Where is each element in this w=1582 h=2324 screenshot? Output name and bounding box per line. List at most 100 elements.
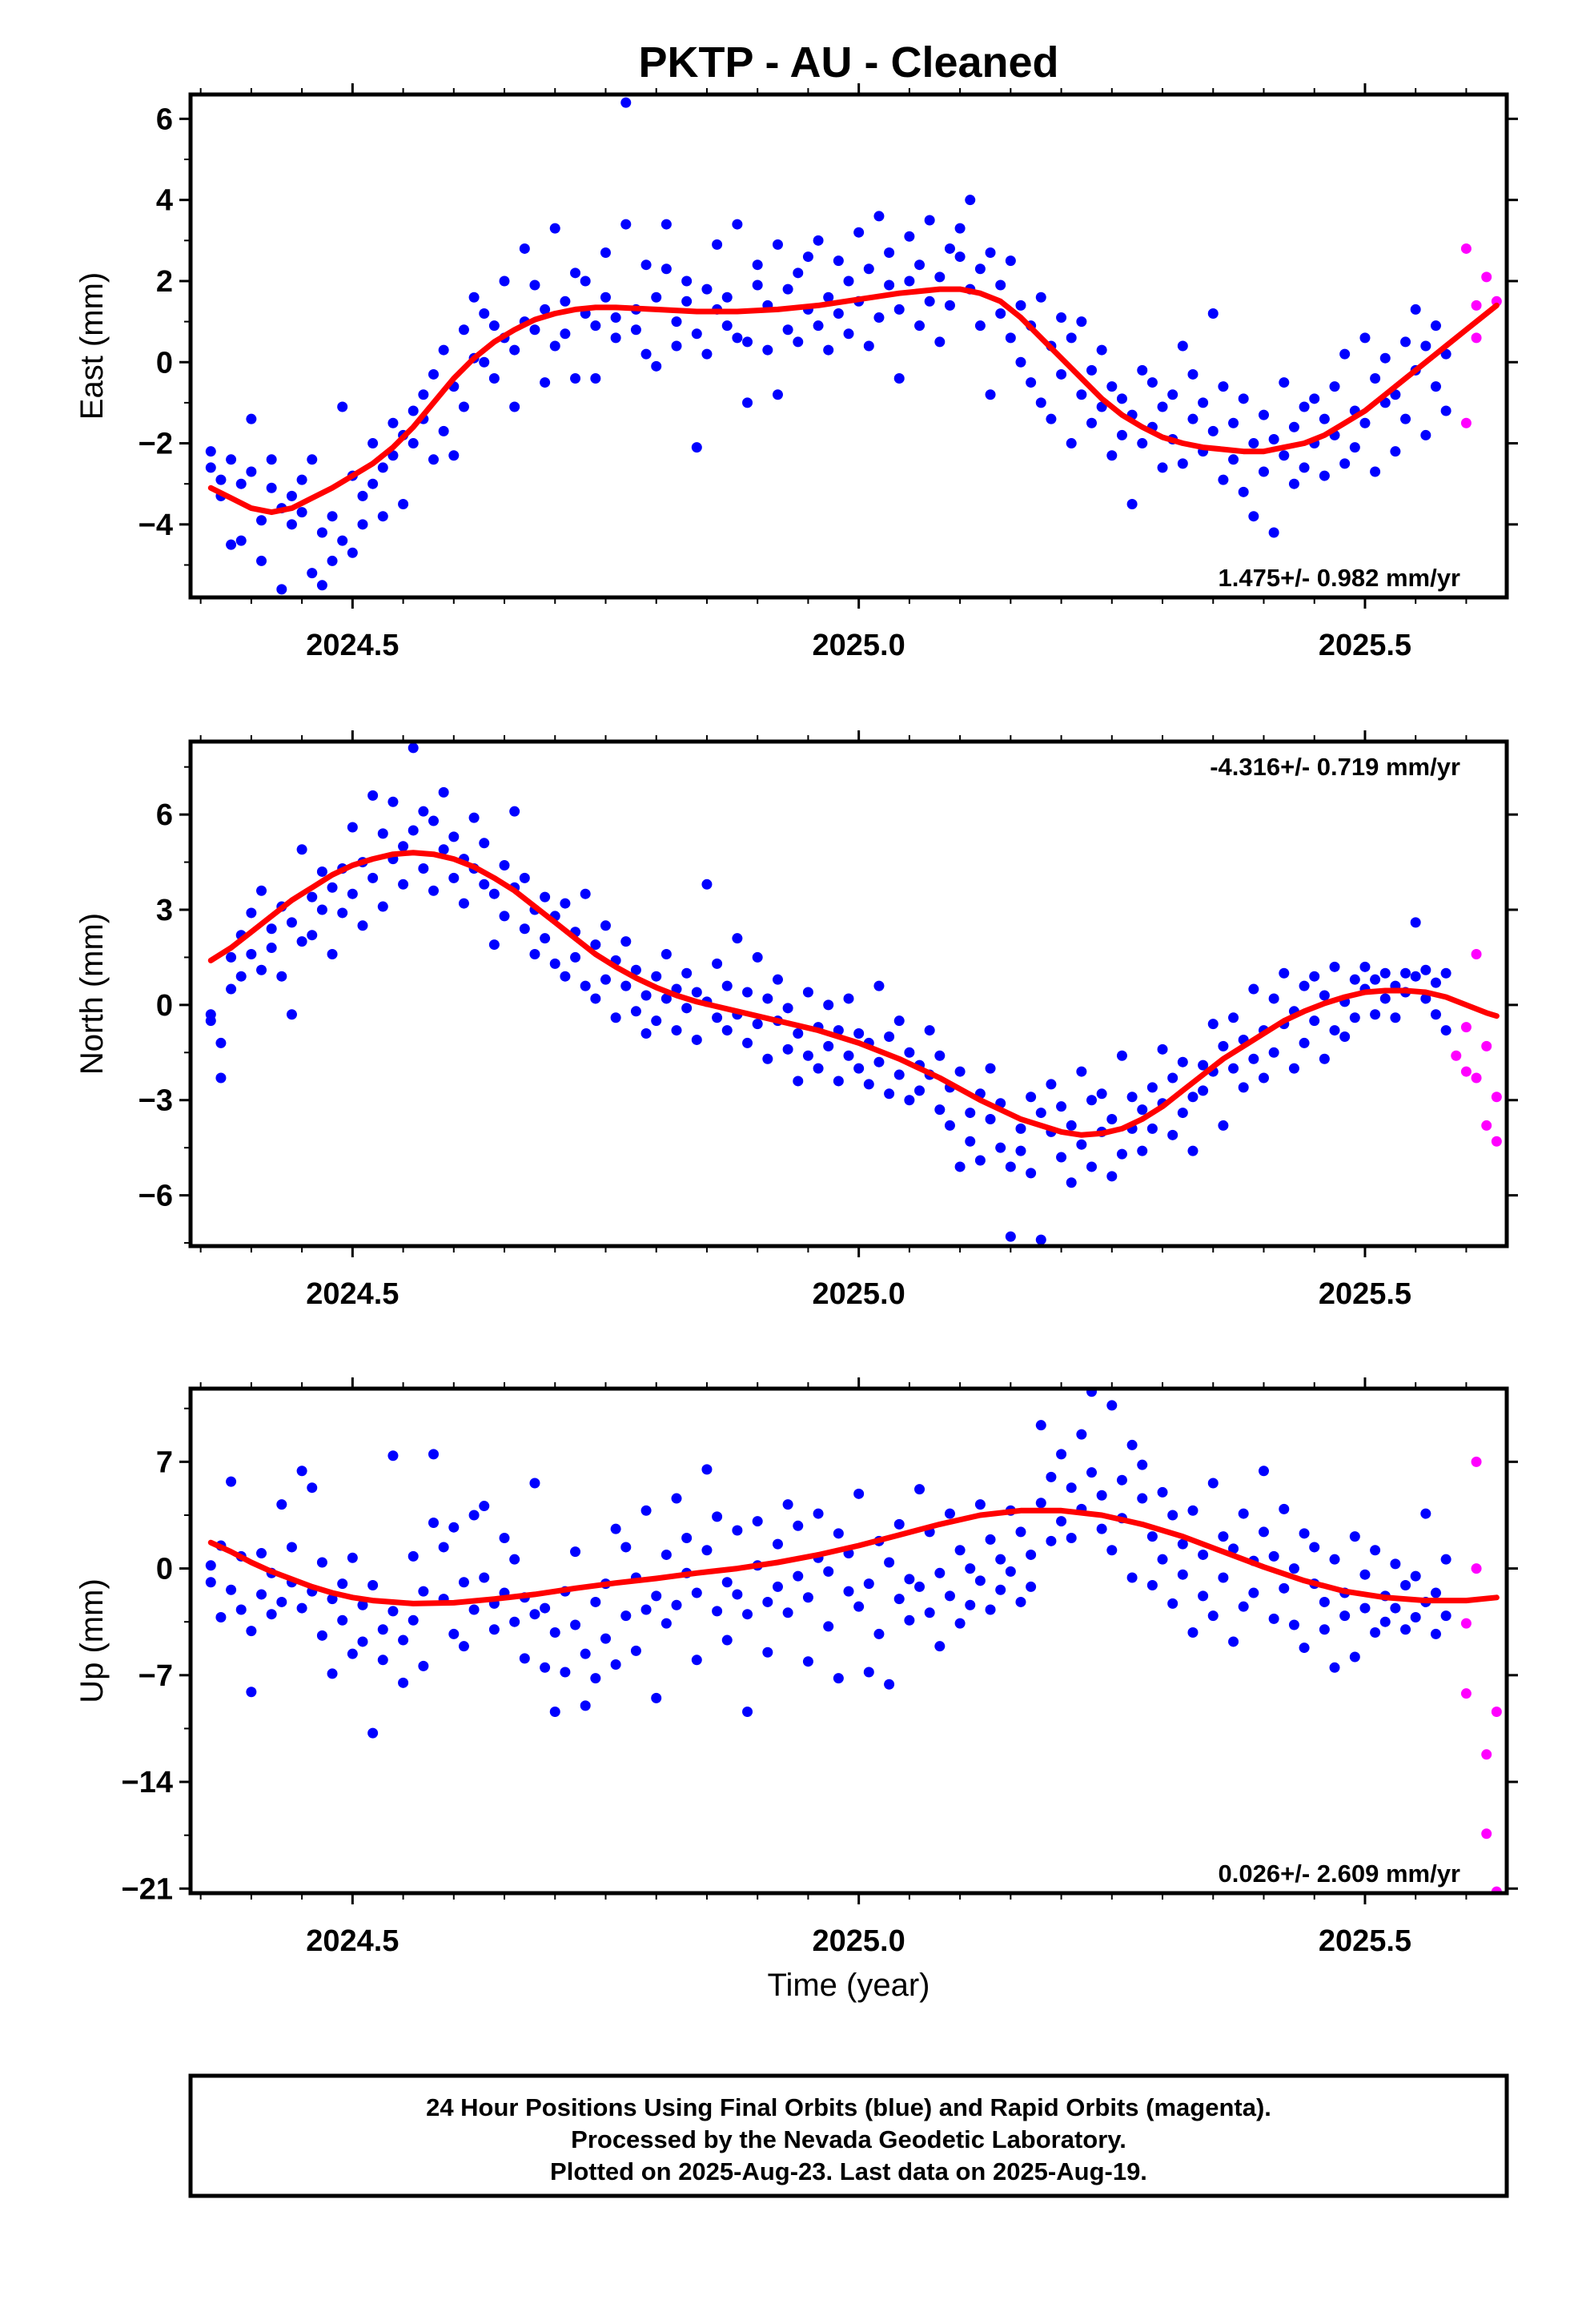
east-final-point xyxy=(246,413,257,424)
north-final-point xyxy=(438,786,449,798)
north-final-point xyxy=(1076,1066,1087,1077)
north-final-point xyxy=(1390,1012,1401,1023)
up-final-point xyxy=(904,1614,915,1626)
up-final-point xyxy=(833,1673,844,1684)
east-final-point xyxy=(357,519,368,530)
up-final-point xyxy=(1157,1486,1168,1498)
up-final-point xyxy=(954,1545,966,1556)
x-axis-title: Time (year) xyxy=(768,1968,930,2003)
up-final-point xyxy=(1279,1503,1290,1514)
east-final-point xyxy=(1288,421,1299,432)
north-final-point xyxy=(367,790,379,801)
east-final-point xyxy=(448,450,460,461)
up-final-point xyxy=(1288,1619,1299,1630)
east-xtick-label: 2025.5 xyxy=(1319,629,1411,662)
up-ytick-label: −21 xyxy=(122,1872,173,1906)
east-final-point xyxy=(1167,389,1178,400)
north-final-point xyxy=(235,971,247,982)
east-final-point xyxy=(438,344,449,356)
north-final-point xyxy=(974,1155,986,1166)
east-final-point xyxy=(1309,393,1320,404)
up-final-point xyxy=(752,1516,763,1527)
east-final-point xyxy=(985,247,996,259)
north-final-point xyxy=(1035,1234,1046,1245)
north-final-point xyxy=(762,1053,773,1064)
east-rate-label: 1.475+/- 0.982 mm/yr xyxy=(1219,564,1460,592)
north-final-point xyxy=(924,1025,935,1036)
east-final-point xyxy=(509,344,520,356)
north-final-point xyxy=(1299,980,1310,991)
east-final-point xyxy=(691,328,702,340)
north-final-point xyxy=(1268,1047,1279,1058)
up-final-point xyxy=(1167,1510,1178,1521)
east-final-point xyxy=(1430,320,1441,332)
east-final-point xyxy=(873,312,885,324)
east-final-point xyxy=(1026,377,1037,388)
north-final-point xyxy=(1329,961,1340,972)
north-final-point xyxy=(519,923,530,935)
north-final-point xyxy=(752,1019,763,1030)
up-rapid-point xyxy=(1481,1749,1492,1760)
up-final-point xyxy=(610,1523,621,1534)
east-final-point xyxy=(965,195,976,206)
up-final-point xyxy=(1167,1598,1178,1609)
up-final-point xyxy=(772,1538,783,1550)
up-final-point xyxy=(640,1604,652,1615)
north-final-point xyxy=(479,879,490,890)
east-final-point xyxy=(1015,300,1026,311)
north-final-point xyxy=(661,948,672,959)
north-final-point xyxy=(398,879,409,890)
north-final-point xyxy=(873,1056,885,1068)
east-final-point xyxy=(1066,332,1077,344)
north-final-point xyxy=(1015,1123,1026,1134)
east-final-point xyxy=(205,446,216,457)
up-final-point xyxy=(215,1611,227,1622)
east-final-point xyxy=(1146,377,1158,388)
east-final-point xyxy=(488,373,500,384)
up-final-point xyxy=(1370,1545,1381,1556)
east-final-point xyxy=(418,389,429,400)
north-final-point xyxy=(1167,1072,1178,1084)
up-final-point xyxy=(276,1596,287,1607)
up-final-point xyxy=(995,1584,1006,1595)
north-final-point xyxy=(488,888,500,899)
up-final-point xyxy=(1198,1549,1209,1560)
up-final-point xyxy=(944,1590,955,1602)
up-final-point xyxy=(1299,1528,1310,1539)
east-final-point xyxy=(944,300,955,311)
east-final-point xyxy=(924,296,935,307)
up-final-point xyxy=(1096,1490,1107,1501)
up-final-point xyxy=(367,1727,379,1739)
north-final-point xyxy=(418,806,429,817)
north-rapid-point xyxy=(1491,1092,1502,1103)
up-final-point xyxy=(985,1534,996,1545)
east-final-point xyxy=(387,417,399,428)
up-final-point xyxy=(377,1624,388,1635)
north-final-point xyxy=(802,987,813,998)
up-final-point xyxy=(529,1609,540,1620)
up-final-point xyxy=(296,1466,307,1477)
north-final-point xyxy=(519,872,530,883)
up-final-point xyxy=(893,1594,905,1605)
footer-box xyxy=(188,2073,1509,2198)
north-final-point xyxy=(1177,1056,1188,1068)
north-final-point xyxy=(782,1043,793,1055)
up-final-point xyxy=(701,1545,713,1556)
north-final-point xyxy=(1258,1072,1269,1084)
east-final-point xyxy=(823,292,834,303)
up-final-point xyxy=(226,1476,237,1487)
up-final-point xyxy=(1126,1572,1138,1583)
east-final-point xyxy=(367,478,379,489)
north-final-point xyxy=(793,1076,804,1087)
north-final-point xyxy=(1046,1079,1057,1090)
north-final-point xyxy=(560,898,571,909)
north-final-point xyxy=(316,866,327,877)
north-final-point xyxy=(1207,1019,1219,1030)
up-final-point xyxy=(387,1450,399,1462)
up-final-point xyxy=(823,1566,834,1577)
east-final-point xyxy=(793,336,804,348)
north-final-point xyxy=(286,1009,297,1020)
east-final-point xyxy=(620,97,632,108)
up-ytick-label: −7 xyxy=(139,1659,173,1693)
north-final-point xyxy=(1218,1040,1229,1051)
